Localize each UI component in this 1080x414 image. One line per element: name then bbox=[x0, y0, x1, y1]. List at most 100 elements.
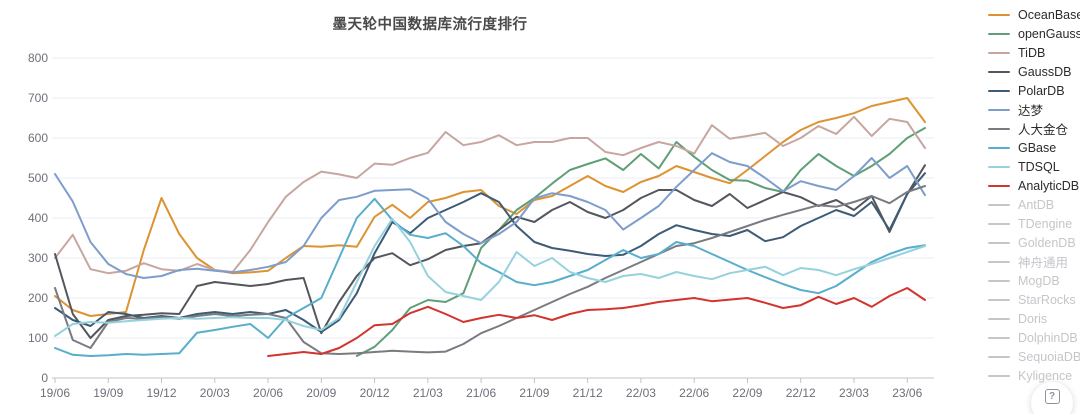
legend-label: AntDB bbox=[1018, 197, 1055, 212]
legend-label: TDengine bbox=[1018, 216, 1073, 231]
legend-item-达梦[interactable]: 达梦 bbox=[988, 100, 1080, 119]
legend-label: openGauss bbox=[1018, 26, 1080, 41]
legend-label: Kyligence bbox=[1018, 368, 1073, 383]
legend-swatch bbox=[988, 70, 1010, 73]
series-line-GBase bbox=[54, 197, 926, 357]
legend-label: StarRocks bbox=[1018, 292, 1076, 307]
legend-item-StarRocks[interactable]: StarRocks bbox=[988, 290, 1080, 309]
legend-label: GBase bbox=[1018, 140, 1057, 155]
x-axis-label: 20/06 bbox=[253, 386, 283, 400]
legend-label: PolarDB bbox=[1018, 83, 1065, 98]
x-axis-label: 21/09 bbox=[519, 386, 549, 400]
question-icon: ? bbox=[1044, 389, 1060, 404]
legend-item-AnalyticDB[interactable]: AnalyticDB bbox=[988, 176, 1080, 195]
legend-label: AnalyticDB bbox=[1018, 178, 1080, 193]
legend: OceanBase openGauss TiDB GaussDB PolarDB 达梦人大… bbox=[988, 5, 1080, 385]
legend-swatch bbox=[988, 279, 1010, 282]
legend-swatch bbox=[988, 89, 1010, 92]
series-line-人大金仓 bbox=[54, 185, 926, 355]
x-axis-label: 21/03 bbox=[413, 386, 443, 400]
x-axis-label: 20/12 bbox=[360, 386, 390, 400]
legend-item-TDSQL[interactable]: TDSQL bbox=[988, 157, 1080, 176]
legend-label: Doris bbox=[1018, 311, 1048, 326]
legend-item-GoldenDB[interactable]: GoldenDB bbox=[988, 233, 1080, 252]
x-axis-label: 21/12 bbox=[573, 386, 603, 400]
y-axis-label: 300 bbox=[28, 251, 48, 265]
legend-swatch bbox=[988, 260, 1010, 263]
help-button[interactable]: ? bbox=[1031, 382, 1073, 414]
legend-item-openGauss[interactable]: openGauss bbox=[988, 24, 1080, 43]
legend-swatch bbox=[988, 32, 1010, 35]
y-axis-label: 700 bbox=[28, 91, 48, 105]
x-axis-label: 19/09 bbox=[93, 386, 123, 400]
x-axis-label: 23/06 bbox=[892, 386, 922, 400]
legend-swatch bbox=[988, 336, 1010, 339]
legend-swatch bbox=[988, 203, 1010, 206]
y-axis-label: 200 bbox=[28, 291, 48, 305]
x-axis-label: 19/12 bbox=[147, 386, 177, 400]
legend-label: 人大金仓 bbox=[1018, 123, 1069, 137]
legend-item-TiDB[interactable]: TiDB bbox=[988, 43, 1080, 62]
legend-swatch bbox=[988, 108, 1010, 111]
x-axis-label: 19/06 bbox=[40, 386, 70, 400]
legend-item-神舟通用[interactable]: 神舟通用 bbox=[988, 252, 1080, 271]
legend-swatch bbox=[988, 374, 1010, 377]
y-axis-label: 500 bbox=[28, 171, 48, 185]
legend-swatch bbox=[988, 51, 1010, 54]
legend-item-人大金仓[interactable]: 人大金仓 bbox=[988, 119, 1080, 138]
legend-swatch bbox=[988, 298, 1010, 301]
legend-label: TiDB bbox=[1018, 45, 1046, 60]
legend-item-SequoiaDB[interactable]: SequoiaDB bbox=[988, 347, 1080, 366]
series-line-TDSQL bbox=[54, 217, 926, 337]
legend-label: OceanBase bbox=[1018, 7, 1080, 22]
series-line-openGauss bbox=[355, 127, 926, 357]
legend-swatch bbox=[988, 184, 1010, 187]
legend-label: 神舟通用 bbox=[1018, 256, 1069, 270]
legend-swatch bbox=[988, 146, 1010, 149]
series-line-达梦 bbox=[54, 152, 926, 279]
y-axis-label: 600 bbox=[28, 131, 48, 145]
legend-item-PolarDB[interactable]: PolarDB bbox=[988, 81, 1080, 100]
x-axis-label: 20/09 bbox=[306, 386, 336, 400]
x-axis-label: 21/06 bbox=[466, 386, 496, 400]
legend-item-DolphinDB[interactable]: DolphinDB bbox=[988, 328, 1080, 347]
x-axis-label: 23/03 bbox=[839, 386, 869, 400]
legend-swatch bbox=[988, 355, 1010, 358]
series-line-TiDB bbox=[54, 115, 926, 275]
series-line-GaussDB bbox=[54, 164, 926, 339]
x-axis-label: 22/03 bbox=[626, 386, 656, 400]
x-axis-label: 22/12 bbox=[786, 386, 816, 400]
chart-title: 墨天轮中国数据库流行度排行 bbox=[332, 17, 528, 33]
legend-swatch bbox=[988, 317, 1010, 320]
legend-item-AntDB[interactable]: AntDB bbox=[988, 195, 1080, 214]
legend-swatch bbox=[988, 127, 1010, 130]
series-line-OceanBase bbox=[54, 97, 926, 317]
x-axis-label: 22/06 bbox=[679, 386, 709, 400]
legend-swatch bbox=[988, 241, 1010, 244]
legend-label: TDSQL bbox=[1018, 159, 1060, 174]
line-chart: 0 100 200 300 400 500 600 700 800 19/06 19/09 19/12… bbox=[28, 51, 934, 400]
series-line-PolarDB bbox=[54, 172, 926, 333]
legend-swatch bbox=[988, 165, 1010, 168]
legend-item-MogDB[interactable]: MogDB bbox=[988, 271, 1080, 290]
legend-label: GaussDB bbox=[1018, 64, 1072, 79]
legend-item-Kyligence[interactable]: Kyligence bbox=[988, 366, 1080, 385]
y-axis-label: 400 bbox=[28, 211, 48, 225]
legend-item-GaussDB[interactable]: GaussDB bbox=[988, 62, 1080, 81]
legend-label: SequoiaDB bbox=[1018, 349, 1080, 364]
legend-item-GBase[interactable]: GBase bbox=[988, 138, 1080, 157]
y-axis-label: 100 bbox=[28, 331, 48, 345]
y-axis-label: 0 bbox=[41, 371, 48, 385]
y-axis-label: 800 bbox=[28, 51, 48, 65]
legend-label: GoldenDB bbox=[1018, 235, 1076, 250]
legend-item-Doris[interactable]: Doris bbox=[988, 309, 1080, 328]
x-axis-label: 20/03 bbox=[200, 386, 230, 400]
x-axis-label: 22/09 bbox=[732, 386, 762, 400]
legend-swatch bbox=[988, 222, 1010, 225]
legend-item-TDengine[interactable]: TDengine bbox=[988, 214, 1080, 233]
series-line-AnalyticDB bbox=[267, 287, 926, 357]
legend-label: MogDB bbox=[1018, 273, 1060, 288]
legend-item-OceanBase[interactable]: OceanBase bbox=[988, 5, 1080, 24]
legend-label: DolphinDB bbox=[1018, 330, 1078, 345]
